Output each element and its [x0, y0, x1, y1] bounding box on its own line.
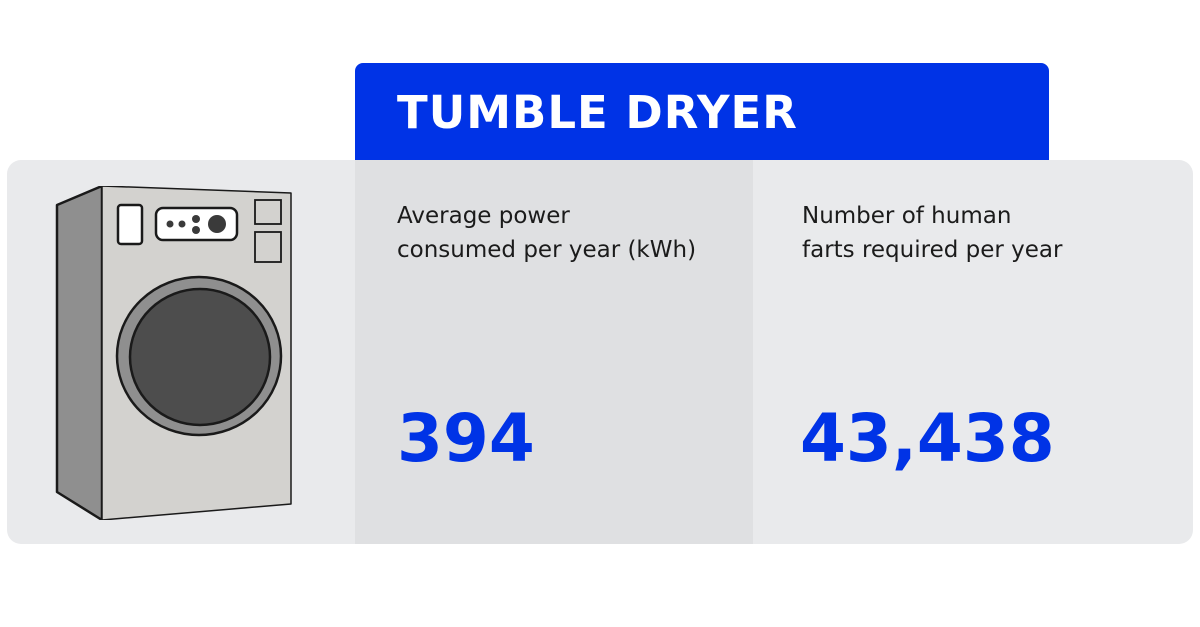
farts-label: Number of human farts required per year	[802, 203, 1063, 263]
power-value: 394	[397, 400, 535, 477]
dryer-button	[254, 199, 282, 225]
dryer-dial-icon	[208, 215, 226, 233]
dryer-slot	[116, 203, 144, 246]
tumble-dryer-icon	[55, 186, 292, 520]
power-column	[355, 160, 753, 544]
page-title: TUMBLE DRYER	[397, 86, 798, 139]
dryer-door-window	[128, 287, 272, 427]
dryer-knob-icon	[192, 226, 200, 234]
title-tab: TUMBLE DRYER	[355, 63, 1049, 160]
power-label: Average power consumed per year (kWh)	[397, 203, 697, 263]
dryer-knob-icon	[166, 220, 174, 228]
dryer-knob-icon	[192, 215, 200, 223]
dryer-button	[254, 231, 282, 263]
dryer-side	[55, 186, 104, 520]
farts-value: 43,438	[800, 400, 1055, 477]
dryer-knob-icon	[178, 220, 186, 228]
